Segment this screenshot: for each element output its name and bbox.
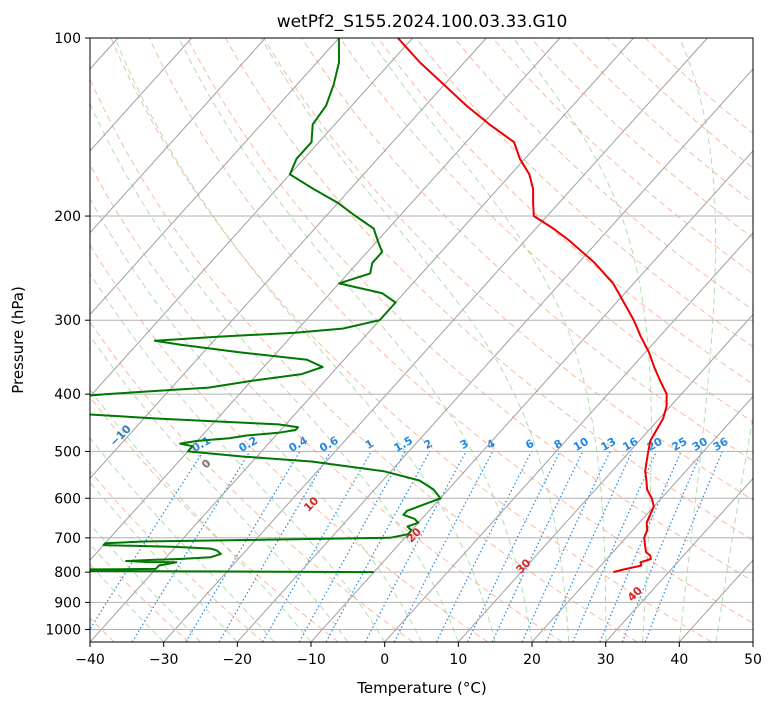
mixing-ratio-line [600,451,681,642]
sounding-series [0,38,667,572]
mixing-ratio-label: 1 [363,437,376,452]
dry-adiabat-label: −20 [28,397,55,424]
y-tick-label: 700 [54,531,81,547]
x-tick-label: 20 [523,652,541,668]
y-tick-label: 500 [54,444,81,460]
moist-adiabat [679,38,715,642]
mixing-ratio-label: 4 [484,437,497,452]
isotherm-line [0,38,265,642]
x-tick-label: 10 [449,652,467,668]
isotherm-line [164,38,708,642]
dry-adiabat [531,38,775,642]
chart-title: wetPf2_S155.2024.100.03.33.G10 [277,12,568,32]
mixing-ratio-line [186,451,300,642]
y-tick-label: 100 [54,31,81,47]
x-tick-label: 0 [380,652,389,668]
isotherm-line [458,38,775,642]
dry-adiabat [607,38,775,642]
moist-adiabat [0,38,385,642]
dry-adiabat [416,38,775,642]
x-tick-label: 50 [744,652,762,668]
moist-adiabat [0,38,274,642]
mixing-ratio-label: 2 [422,437,435,452]
isotherm-line [385,38,775,642]
y-tick-label: 900 [54,595,81,611]
y-axis-ticks: 100 200 300 400 500 600 700 800 900 1000 [45,31,90,638]
isotherm-line [532,38,775,642]
x-tick-label: −10 [296,652,326,668]
dry-adiabat [264,38,775,642]
x-tick-label: −30 [149,652,179,668]
mixing-ratio-label: 3 [458,437,471,452]
dry-adiabat [645,38,775,642]
y-tick-label: 1000 [45,622,81,638]
mixing-ratio-line [263,451,372,642]
mixing-ratio-line [299,451,405,642]
moist-adiabats [0,38,775,642]
y-tick-label: 400 [54,387,81,403]
dry-adiabat [111,38,712,642]
x-axis-ticks: −40 −30 −20 −10 0 10 20 30 40 50 [75,642,762,668]
x-tick-label: 40 [670,652,688,668]
dry-adiabat [378,38,775,642]
x-tick-label: 30 [597,652,615,668]
dry-adiabat-label: 30 [514,556,534,576]
isotherm-line [679,38,775,642]
x-tick-label: −20 [223,652,253,668]
isotherm-line [753,38,775,642]
mixing-ratio-line [573,451,657,642]
mixing-ratio-line [645,451,722,642]
isotherm-line [0,38,413,642]
dry-adiabat-label: 20 [404,525,424,545]
isotherm-line [16,38,560,642]
isotherms [0,38,775,642]
dry-adiabat [0,38,264,642]
mixing-ratio-line [492,451,583,642]
dry-adiabats [0,38,775,642]
y-tick-label: 200 [54,209,81,225]
y-tick-label: 800 [54,565,81,581]
y-axis-label: Pressure (hPa) [9,286,27,394]
moist-adiabat [0,38,237,642]
dry-adiabat [225,38,775,642]
x-tick-label: −40 [75,652,105,668]
moist-adiabat [64,38,459,642]
moist-adiabat [716,38,775,642]
y-tick-label: 600 [54,491,81,507]
mixing-ratio-line [468,451,561,642]
dry-adiabat [454,38,775,642]
mixing-ratio-line [394,451,493,642]
dry-adiabat [0,38,413,642]
y-tick-label: 300 [54,313,81,329]
x-axis-label: Temperature (°C) [356,679,486,697]
moist-adiabat [179,38,532,642]
isotherm-line [311,38,775,642]
